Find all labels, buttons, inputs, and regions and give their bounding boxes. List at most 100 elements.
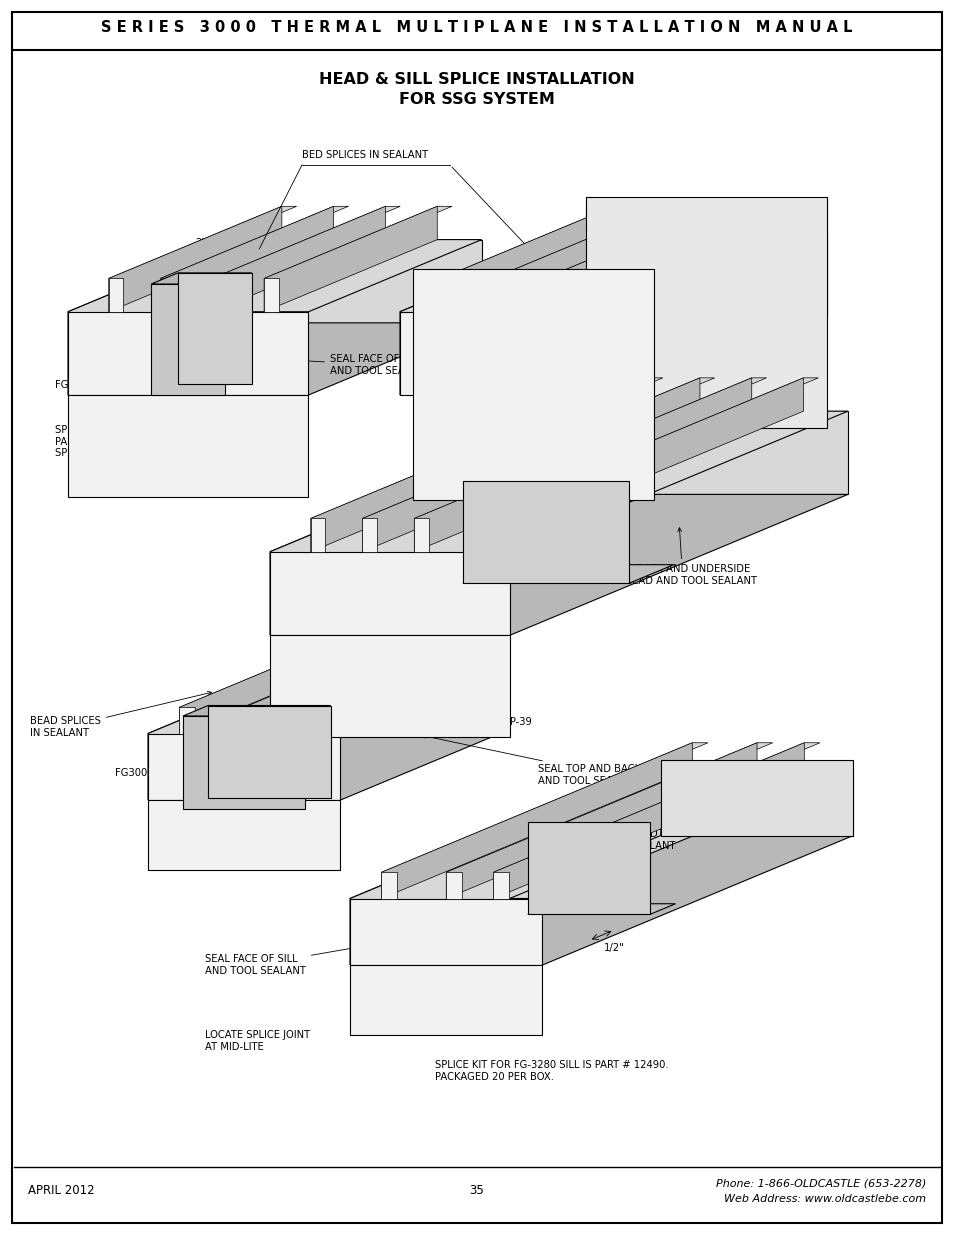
Polygon shape	[414, 378, 766, 519]
Polygon shape	[270, 411, 607, 635]
Polygon shape	[68, 240, 241, 395]
Polygon shape	[492, 278, 507, 311]
Polygon shape	[413, 269, 653, 500]
Text: FG3000-FP-41: FG3000-FP-41	[75, 335, 154, 408]
Polygon shape	[148, 800, 340, 869]
Polygon shape	[68, 322, 481, 395]
Polygon shape	[350, 899, 542, 965]
Polygon shape	[446, 872, 461, 899]
Polygon shape	[660, 761, 852, 836]
Polygon shape	[660, 769, 852, 836]
Polygon shape	[596, 201, 781, 311]
Polygon shape	[179, 642, 351, 708]
Polygon shape	[213, 206, 385, 311]
Text: S E R I E S   3 0 0 0   T H E R M A L   M U L T I P L A N E   I N S T A L L A T : S E R I E S 3 0 0 0 T H E R M A L M U L …	[101, 21, 852, 36]
Polygon shape	[414, 378, 751, 552]
Polygon shape	[183, 705, 331, 716]
Polygon shape	[208, 705, 331, 798]
Text: LOCATE SPLICE JOINT
AT MID-LITE: LOCATE SPLICE JOINT AT MID-LITE	[205, 1030, 310, 1051]
Polygon shape	[350, 836, 852, 965]
Polygon shape	[264, 278, 278, 311]
Polygon shape	[399, 235, 586, 395]
Polygon shape	[177, 273, 252, 384]
Text: BEAD SPLICES
IN SEALANT: BEAD SPLICES IN SEALANT	[30, 692, 212, 737]
Text: HEAD & SILL SPLICE INSTALLATION: HEAD & SILL SPLICE INSTALLATION	[319, 73, 634, 88]
Text: 2": 2"	[195, 238, 206, 248]
Polygon shape	[399, 317, 826, 395]
Polygon shape	[596, 278, 610, 311]
Polygon shape	[544, 201, 730, 311]
Polygon shape	[381, 742, 692, 899]
Polygon shape	[586, 235, 826, 317]
Text: SPLICE KIT FOR FG-3280 SILL IS PART # 12490.
PACKAGED 20 PER BOX.: SPLICE KIT FOR FG-3280 SILL IS PART # 12…	[435, 1060, 668, 1082]
Text: FOR SSG SYSTEM: FOR SSG SYSTEM	[398, 93, 555, 107]
Polygon shape	[292, 708, 307, 734]
Polygon shape	[270, 494, 847, 635]
Polygon shape	[440, 201, 626, 311]
Polygon shape	[244, 642, 399, 734]
Polygon shape	[466, 378, 818, 519]
Polygon shape	[152, 284, 225, 395]
Text: SEAL BACK AND UNDERSIDE
OF HEAD AND TOOL SEALANT: SEAL BACK AND UNDERSIDE OF HEAD AND TOOL…	[607, 527, 757, 585]
Polygon shape	[493, 742, 803, 899]
Polygon shape	[179, 642, 335, 734]
Polygon shape	[462, 482, 629, 583]
Polygon shape	[68, 240, 481, 311]
Text: 1/2": 1/2"	[603, 944, 624, 953]
Polygon shape	[350, 769, 660, 965]
Polygon shape	[362, 378, 714, 519]
Polygon shape	[492, 201, 693, 278]
Polygon shape	[462, 564, 673, 583]
Polygon shape	[148, 668, 303, 800]
Text: Web Address: www.oldcastlebe.com: Web Address: www.oldcastlebe.com	[723, 1194, 925, 1204]
Polygon shape	[596, 201, 797, 278]
Polygon shape	[244, 708, 260, 734]
Text: SEAL FACE OF HEAD
AND TOOL SEALANT: SEAL FACE OF HEAD AND TOOL SEALANT	[192, 353, 431, 375]
Polygon shape	[213, 278, 227, 311]
Polygon shape	[362, 378, 700, 552]
Polygon shape	[270, 635, 510, 737]
Text: 1/2": 1/2"	[532, 456, 552, 466]
Polygon shape	[440, 201, 641, 278]
Polygon shape	[160, 206, 348, 278]
Polygon shape	[414, 519, 429, 552]
Polygon shape	[292, 642, 462, 708]
Polygon shape	[244, 642, 415, 708]
Polygon shape	[270, 552, 510, 635]
Polygon shape	[109, 206, 296, 278]
Polygon shape	[399, 311, 639, 395]
Polygon shape	[440, 278, 455, 311]
Polygon shape	[527, 821, 650, 914]
Polygon shape	[148, 668, 496, 734]
Polygon shape	[493, 742, 820, 872]
Text: SEAL TOP AND BACK OF SILL
AND TOOL SEALANT: SEAL TOP AND BACK OF SILL AND TOOL SEALA…	[421, 734, 680, 785]
Polygon shape	[544, 278, 558, 311]
Polygon shape	[179, 708, 195, 734]
Polygon shape	[109, 206, 281, 311]
Polygon shape	[264, 206, 436, 311]
Text: 2": 2"	[253, 678, 263, 688]
Polygon shape	[350, 769, 852, 899]
Polygon shape	[68, 311, 308, 395]
Text: LOCATE SPLICE JOINT
AT MID-LITE: LOCATE SPLICE JOINT AT MID-LITE	[537, 214, 764, 278]
Polygon shape	[381, 742, 707, 872]
Polygon shape	[311, 519, 325, 552]
Text: FG3000-FP-39: FG3000-FP-39	[325, 683, 532, 727]
Polygon shape	[213, 206, 400, 278]
Polygon shape	[492, 201, 679, 311]
Polygon shape	[586, 198, 826, 429]
Text: BEAD SPLICES IN
SEALANT: BEAD SPLICES IN SEALANT	[629, 819, 714, 851]
Polygon shape	[446, 742, 757, 899]
Text: FG3000-FP-38: FG3000-FP-38	[115, 734, 229, 778]
Polygon shape	[270, 411, 847, 552]
Polygon shape	[446, 742, 772, 872]
Polygon shape	[264, 206, 452, 278]
Text: FG3000-FP-54: FG3000-FP-54	[55, 327, 136, 390]
Polygon shape	[311, 378, 647, 552]
Polygon shape	[183, 716, 305, 809]
Polygon shape	[493, 872, 509, 899]
Polygon shape	[160, 278, 175, 311]
Polygon shape	[399, 235, 826, 311]
Polygon shape	[381, 872, 396, 899]
Polygon shape	[350, 965, 542, 1035]
